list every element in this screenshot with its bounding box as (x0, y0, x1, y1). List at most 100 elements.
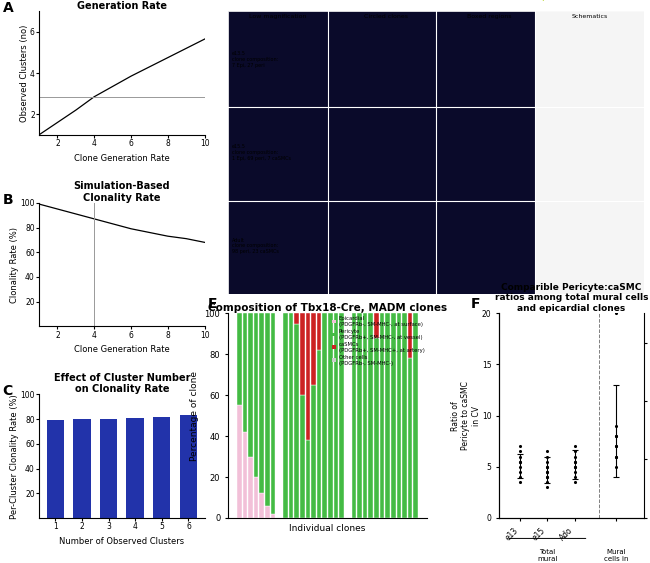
Point (515, 477, 525, 486)
Point (569, 462, 580, 471)
Bar (374, 338, 379, 518)
Bar (374, 314, 379, 338)
Point (611, 462, 621, 471)
Bar (328, 200, 436, 294)
Bar (242, 432, 247, 518)
Bar (322, 314, 327, 518)
Text: Tbx18-Cre induced Clones: Tbx18-Cre induced Clones (294, 0, 395, 1)
Bar (408, 314, 413, 359)
Bar (265, 506, 270, 518)
Bar (391, 314, 396, 518)
Text: Boxed regions: Boxed regions (467, 14, 512, 19)
Point (569, 462, 580, 471)
Bar (254, 314, 259, 477)
Title: Effect of Cluster Number
on Clonality Rate: Effect of Cluster Number on Clonality Ra… (53, 373, 190, 394)
Point (542, 462, 552, 471)
Bar (358, 314, 362, 518)
Bar (265, 314, 270, 506)
Title: Simulation-Based
Clonality Rate: Simulation-Based Clonality Rate (73, 181, 170, 203)
Point (611, 442, 621, 451)
Point (542, 467, 552, 476)
Bar (536, 11, 644, 108)
Text: Circled clones: Circled clones (364, 14, 408, 19)
Bar (228, 200, 328, 294)
X-axis label: Clone Generation Rate: Clone Generation Rate (74, 345, 170, 354)
Bar (369, 314, 373, 518)
Point (611, 309, 621, 318)
Bar (228, 11, 328, 108)
Text: Total
mural
cells: Total mural cells (537, 549, 558, 563)
Bar (73, 419, 90, 518)
Text: F: F (471, 297, 480, 311)
Point (611, 452, 621, 461)
Point (515, 462, 525, 471)
Bar (254, 477, 259, 518)
Bar (248, 457, 253, 518)
Bar (237, 405, 242, 518)
Bar (317, 314, 321, 350)
Text: C: C (3, 385, 13, 399)
Y-axis label: Observed Clusters (no): Observed Clusters (no) (20, 24, 29, 122)
Legend: Epicardial
(PDGFRb-, SM-MHC-, at surface), Pericyte
(PDGFRb+, SM-MHC-, at vessel: Epicardial (PDGFRb-, SM-MHC-, at surface… (332, 316, 424, 365)
Point (542, 457, 552, 466)
Bar (306, 440, 310, 518)
Title: Composition of Tbx18-Cre, MADM clones: Composition of Tbx18-Cre, MADM clones (208, 302, 447, 312)
Point (542, 452, 552, 461)
Point (611, 452, 621, 461)
Y-axis label: Percentage of clone: Percentage of clone (190, 370, 199, 461)
Point (515, 457, 525, 466)
Bar (100, 419, 117, 518)
Point (569, 442, 580, 451)
Text: E: E (208, 297, 218, 311)
Text: Schematics: Schematics (571, 14, 608, 19)
Point (515, 467, 525, 476)
Point (515, 457, 525, 466)
Point (611, 421, 621, 430)
Bar (328, 11, 436, 108)
Bar (380, 314, 384, 518)
Bar (408, 359, 413, 518)
Point (542, 472, 552, 481)
Bar (436, 11, 536, 108)
Point (569, 457, 580, 466)
Bar (339, 314, 344, 518)
Point (569, 477, 580, 486)
Point (611, 432, 621, 441)
Point (542, 467, 552, 476)
Bar (283, 314, 288, 518)
Bar (237, 314, 242, 405)
Bar (289, 314, 293, 518)
Point (569, 457, 580, 466)
Bar (311, 314, 316, 385)
Bar (436, 108, 536, 200)
Bar (352, 314, 356, 518)
Text: VE-cadherin: VE-cadherin (400, 0, 447, 1)
Bar (242, 314, 247, 432)
Point (611, 442, 621, 451)
Text: Mural
cells in
clones: Mural cells in clones (604, 549, 629, 563)
Bar (153, 417, 170, 518)
Text: SM-MHC: SM-MHC (462, 0, 493, 1)
Bar (294, 324, 299, 518)
Bar (333, 314, 338, 518)
Bar (363, 314, 367, 518)
Text: PDGFRβ: PDGFRβ (516, 0, 547, 1)
Bar (317, 350, 321, 518)
X-axis label: Number of Observed Clusters: Number of Observed Clusters (59, 537, 185, 546)
Text: Low magnification: Low magnification (249, 14, 307, 19)
Bar (259, 314, 264, 493)
Point (569, 467, 580, 476)
Point (515, 472, 525, 481)
Bar (385, 314, 390, 518)
Text: e13.5
clone composition:
7 Epi, 27 peri: e13.5 clone composition: 7 Epi, 27 peri (232, 51, 278, 68)
Bar (270, 314, 276, 514)
Bar (306, 314, 310, 440)
Bar (180, 415, 197, 518)
Point (542, 447, 552, 456)
Point (542, 472, 552, 481)
Bar (47, 421, 64, 518)
Bar (436, 200, 536, 294)
X-axis label: Clone Generation Rate: Clone Generation Rate (74, 154, 170, 163)
Bar (536, 108, 644, 200)
Bar (259, 493, 264, 518)
